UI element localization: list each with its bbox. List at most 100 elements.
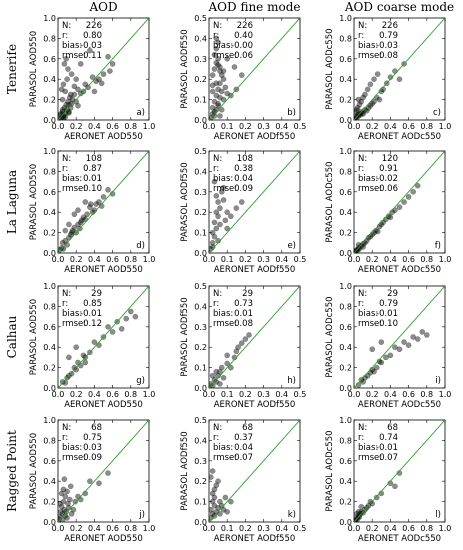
stat-label: bias: (213, 174, 233, 184)
y-tick-label: 0.0 (194, 518, 207, 527)
stat-value: -0.03 (376, 41, 398, 51)
data-point (66, 354, 72, 361)
stat-value: 108 (86, 154, 102, 164)
x-tick-label: 0.5 (294, 122, 307, 131)
stat-value: 0.04 (234, 443, 253, 453)
stat-label: r: (62, 31, 68, 41)
x-tick-label: 0.0 (52, 255, 65, 264)
panel-letter: d) (136, 241, 145, 251)
data-point (87, 47, 93, 54)
stat-label: bias: (213, 41, 233, 51)
x-tick-label: 0.6 (106, 255, 119, 264)
data-point (78, 61, 84, 67)
data-point (392, 68, 398, 74)
data-layer (354, 286, 445, 388)
stat-value: 0.06 (379, 184, 398, 194)
x-tick-label: 0.8 (124, 390, 137, 399)
data-point (66, 101, 72, 108)
one-to-one-line (209, 420, 300, 522)
data-point (363, 108, 370, 114)
data-layer (209, 18, 300, 120)
x-tick-label: 0.0 (52, 524, 65, 533)
x-tick-label: 0.2 (239, 122, 252, 131)
data-point (224, 360, 230, 367)
x-tick-label: 0.2 (366, 255, 379, 264)
data-point (228, 213, 234, 220)
data-point (360, 379, 366, 385)
x-tick-label: 0.4 (384, 122, 397, 131)
stat-label: bias: (213, 443, 233, 453)
data-point (82, 199, 89, 205)
data-point (360, 94, 366, 101)
data-point (218, 364, 225, 371)
data-point (69, 227, 76, 234)
x-tick-label: 0.3 (257, 122, 270, 131)
y-tick-label: 0.4 (194, 167, 207, 176)
y-axis-label: PARASOL AODc550 (325, 161, 335, 242)
stat-label: N: (62, 423, 71, 433)
scatter-panel: 0.0 0.2 0.4 0.6 0.8 1.00.00.20.40.60.81.0AERO… (29, 147, 155, 275)
data-point (59, 96, 66, 103)
stat-value: 0.07 (234, 453, 253, 463)
x-tick-label: 0.6 (402, 524, 415, 533)
y-tick-label: 0.2 (194, 208, 207, 217)
data-point (215, 199, 221, 205)
stat-label: rmse: (358, 51, 382, 61)
x-tick-label: 0.8 (420, 390, 433, 399)
stat-label: r: (62, 433, 68, 443)
y-tick-label: 0.2 (339, 498, 352, 507)
data-point (213, 225, 220, 232)
scatter-panel: 0.0 0.1 0.2 0.3 0.4 0.50.00.10.20.30.40.5AERO… (180, 282, 306, 410)
data-point (360, 510, 366, 516)
scatter-panel: 0.0 0.2 0.4 0.6 0.8 1.00.00.20.40.60.81.0AERO… (29, 14, 155, 142)
data-point (107, 68, 113, 74)
one-to-one-line (354, 151, 445, 253)
y-tick-label: 0.1 (194, 96, 207, 105)
y-tick-label: 0.8 (339, 436, 352, 445)
stat-label: N: (62, 289, 71, 299)
data-point (373, 364, 380, 371)
data-point (96, 480, 102, 486)
scatter-panel: 0.0 0.2 0.4 0.6 0.8 1.00.00.20.40.60.81.0AERO… (29, 282, 155, 410)
data-point (378, 339, 385, 345)
y-tick-label: 1.0 (339, 147, 352, 156)
panel-letter: b) (287, 108, 296, 118)
data-point (360, 111, 366, 117)
x-tick-label: 1.0 (143, 255, 156, 264)
x-tick-label: 1.0 (439, 122, 452, 131)
x-tick-label: 0.8 (124, 255, 137, 264)
stat-value: 0.12 (83, 319, 102, 329)
x-tick-label: 0.2 (70, 122, 83, 131)
x-tick-label: 0.4 (275, 524, 288, 533)
panel-letter: k) (288, 510, 296, 520)
stat-label: bias: (358, 41, 378, 51)
y-tick-label: 1.0 (339, 416, 352, 425)
stat-value: 0.03 (83, 443, 102, 453)
data-point (392, 483, 398, 490)
y-tick-label: 1.0 (43, 282, 56, 291)
y-tick-label: 0.1 (194, 364, 207, 373)
x-axis-label: AERONET AODc550 (358, 400, 441, 410)
y-tick-label: 0.8 (339, 302, 352, 311)
data-layer (58, 286, 149, 388)
data-point (59, 517, 66, 522)
data-point (62, 493, 69, 500)
data-point (215, 56, 221, 62)
y-tick-label: 0.0 (339, 384, 352, 393)
y-tick-label: 0.2 (339, 96, 352, 105)
data-point (211, 219, 218, 226)
stat-value: 0.37 (234, 433, 253, 443)
y-tick-label: 0.0 (194, 249, 207, 258)
stat-label: N: (213, 154, 222, 164)
stat-value: 0.01 (234, 309, 253, 319)
y-tick-label: 0.6 (339, 55, 352, 64)
x-tick-label: 0.2 (239, 390, 252, 399)
x-tick-label: 0.5 (294, 390, 307, 399)
data-point (220, 184, 227, 191)
data-point (410, 189, 416, 195)
scatter-panel: 0.0 0.1 0.2 0.3 0.4 0.50.00.10.20.30.40.5AERO… (180, 147, 306, 275)
panel-letter: h) (287, 376, 296, 386)
x-tick-label: 0.5 (294, 524, 307, 533)
data-point (220, 76, 227, 82)
y-axis-label: PARASOL AODc550 (325, 28, 335, 109)
